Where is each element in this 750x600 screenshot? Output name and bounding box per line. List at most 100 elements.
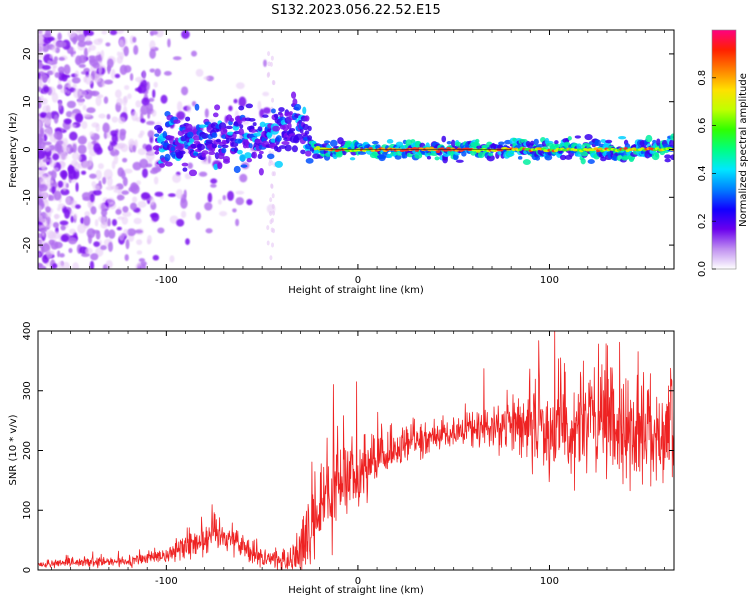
spectrogram-noise-cell — [169, 255, 175, 263]
spectrogram-noise-cell — [132, 161, 142, 171]
spectrogram-noise-cell — [97, 163, 104, 170]
spectrogram-noise-cell — [38, 86, 42, 92]
spectrogram-noise-cell — [70, 215, 74, 223]
spectrogram-signal-cell — [426, 155, 432, 160]
spectrogram-signal-cell — [262, 114, 269, 118]
spectrogram-noise-cell — [52, 263, 58, 269]
spectrogram-signal-cell — [288, 111, 293, 116]
spectrogram-signal-cell — [244, 152, 252, 159]
spectrogram-y-tick-label: -10 — [22, 189, 33, 205]
spectrogram-signal-cell — [529, 140, 535, 146]
spectrogram-signal-cell — [300, 149, 306, 155]
spectrogram-noise-cell — [65, 183, 69, 189]
spectrogram-noise-cell — [272, 80, 276, 86]
spectrogram-noise-cell — [123, 45, 129, 57]
spectrogram-noise-cell — [113, 154, 119, 165]
spectrogram-noise-cell — [83, 47, 88, 58]
spectrogram-noise-cell — [125, 239, 130, 250]
spectrogram-signal-cell — [173, 119, 181, 124]
spectrogram-noise-cell — [77, 135, 87, 145]
spectrogram-signal-cell — [158, 127, 164, 132]
spectrogram-noise-cell — [110, 68, 116, 80]
spectrogram-signal-cell — [181, 162, 189, 167]
spectrogram-noise-cell — [126, 228, 137, 237]
spectrogram-signal-cell — [164, 153, 171, 162]
spectrogram-signal-cell — [357, 151, 367, 155]
spectrogram-noise-cell — [86, 107, 96, 114]
spectrogram-noise-cell — [172, 173, 182, 183]
spectrogram-noise-cell — [59, 41, 67, 48]
spectrogram-noise-cell — [175, 188, 184, 199]
spectrogram-noise-cell — [138, 83, 147, 94]
spectrogram-noise-cell — [75, 204, 81, 209]
spectrogram-noise-cell — [39, 127, 44, 136]
spectrogram-noise-cell — [44, 146, 51, 152]
spectrogram-noise-cell — [227, 190, 234, 201]
spectrogram-noise-cell — [121, 190, 130, 195]
snr-x-axis-label: Height of straight line (km) — [288, 585, 424, 596]
spectrogram-signal-cell — [559, 154, 567, 161]
spectrogram-noise-cell — [57, 180, 64, 188]
spectrogram-signal-cell — [192, 152, 199, 156]
spectrogram-noise-cell — [73, 88, 82, 99]
colorbar-tick-label: 0.4 — [697, 165, 708, 181]
spectrogram-signal-cell — [307, 135, 313, 141]
spectrogram-noise-cell — [262, 91, 270, 97]
snr-y-tick-label: 300 — [22, 381, 33, 400]
spectrogram-signal-cell — [238, 128, 244, 136]
spectrogram-noise-cell — [124, 85, 130, 90]
spectrogram-noise-cell — [88, 234, 93, 244]
spectrogram-noise-cell — [78, 54, 87, 64]
spectrogram-signal-cell — [274, 160, 283, 168]
spectrogram-signal-cell — [239, 124, 244, 129]
spectrogram-signal-cell — [287, 122, 292, 130]
spectrogram-noise-cell — [210, 183, 217, 188]
spectrogram-signal-cell — [178, 150, 186, 155]
spectrogram-noise-cell — [84, 40, 93, 46]
spectrogram-core-cell — [435, 150, 441, 154]
spectrogram-noise-cell — [82, 104, 87, 111]
colorbar-tick-label: 0.8 — [697, 70, 708, 86]
spectrogram-noise-cell — [52, 231, 61, 240]
spectrogram-noise-cell — [58, 100, 62, 111]
spectrogram-signal-cell — [187, 131, 194, 138]
spectrogram-noise-cell — [74, 70, 80, 78]
spectrogram-noise-cell — [40, 224, 46, 228]
spectrogram-noise-cell — [269, 210, 273, 216]
spectrogram-noise-cell — [124, 254, 129, 262]
spectrogram-noise-cell — [138, 133, 143, 139]
spectrogram-noise-cell — [269, 255, 273, 261]
colorbar-gradient — [712, 30, 736, 269]
spectrogram-noise-cell — [72, 83, 77, 89]
snr-x-tick-label: 0 — [355, 576, 361, 587]
spectrogram-noise-cell — [135, 100, 142, 108]
spectrogram-signal-cell — [587, 159, 595, 164]
spectrogram-noise-cell — [239, 173, 248, 183]
spectrogram-signal-cell — [166, 135, 175, 139]
spectrogram-noise-cell — [269, 197, 273, 203]
spectrogram-noise-cell — [105, 260, 113, 269]
spectrogram-noise-cell — [46, 250, 53, 259]
spectrogram-noise-cell — [157, 227, 165, 234]
spectrogram-y-ticks: -20 -10 0 10 20 — [22, 48, 674, 253]
spectrogram-signal-cell — [266, 131, 272, 139]
spectrogram-noise-cell — [71, 77, 81, 84]
spectrogram-signal-cell — [185, 128, 193, 133]
spectrogram-noise-cell — [183, 189, 187, 199]
spectrogram-noise-cell — [96, 73, 104, 78]
spectrogram-signal-cell — [284, 144, 292, 152]
spectrogram-noise-cell — [52, 222, 60, 229]
spectrogram-noise-cell — [149, 48, 156, 59]
spectrogram-noise-cell — [146, 239, 151, 245]
spectrogram-noise-cell — [138, 258, 146, 263]
spectrogram-noise-cell — [122, 96, 127, 107]
spectrogram-signal-cell — [252, 151, 257, 159]
spectrogram-noise-cell — [132, 36, 137, 43]
spectrogram-noise-cell — [93, 241, 100, 247]
spectrogram-noise-cell — [70, 46, 74, 57]
spectrogram-signal-cell — [654, 151, 660, 158]
spectrogram-x-tick-label: -100 — [155, 275, 178, 286]
spectrogram-noise-cell — [100, 221, 108, 229]
